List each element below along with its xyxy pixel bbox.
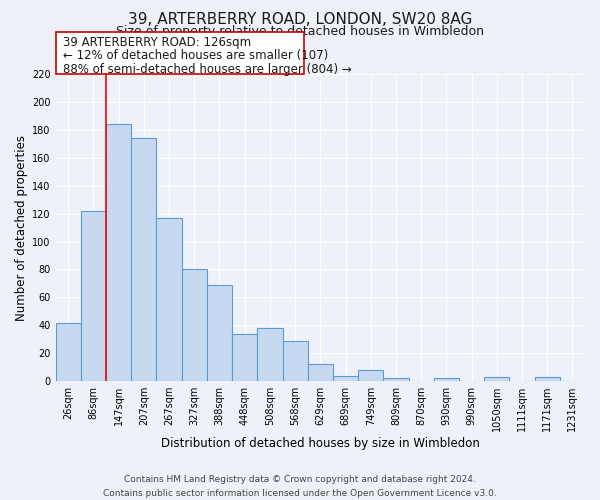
Bar — [484, 377, 509, 381]
Text: Contains HM Land Registry data © Crown copyright and database right 2024.
Contai: Contains HM Land Registry data © Crown c… — [103, 476, 497, 498]
X-axis label: Distribution of detached houses by size in Wimbledon: Distribution of detached houses by size … — [161, 437, 480, 450]
Text: 39 ARTERBERRY ROAD: 126sqm: 39 ARTERBERRY ROAD: 126sqm — [63, 36, 251, 49]
Bar — [257, 328, 283, 381]
Bar — [157, 218, 182, 381]
Bar — [207, 285, 232, 381]
Bar — [434, 378, 459, 381]
Bar — [535, 377, 560, 381]
Bar — [283, 340, 308, 381]
Text: 88% of semi-detached houses are larger (804) →: 88% of semi-detached houses are larger (… — [63, 62, 352, 76]
Bar — [232, 334, 257, 381]
Text: 39, ARTERBERRY ROAD, LONDON, SW20 8AG: 39, ARTERBERRY ROAD, LONDON, SW20 8AG — [128, 12, 472, 28]
Bar — [308, 364, 333, 381]
Bar — [358, 370, 383, 381]
Text: Size of property relative to detached houses in Wimbledon: Size of property relative to detached ho… — [116, 25, 484, 38]
Bar — [106, 124, 131, 381]
Text: ← 12% of detached houses are smaller (107): ← 12% of detached houses are smaller (10… — [63, 49, 328, 62]
Bar — [56, 322, 81, 381]
Y-axis label: Number of detached properties: Number of detached properties — [15, 134, 28, 320]
Bar — [131, 138, 157, 381]
Bar — [333, 376, 358, 381]
Bar — [182, 270, 207, 381]
Bar — [383, 378, 409, 381]
Bar — [81, 211, 106, 381]
